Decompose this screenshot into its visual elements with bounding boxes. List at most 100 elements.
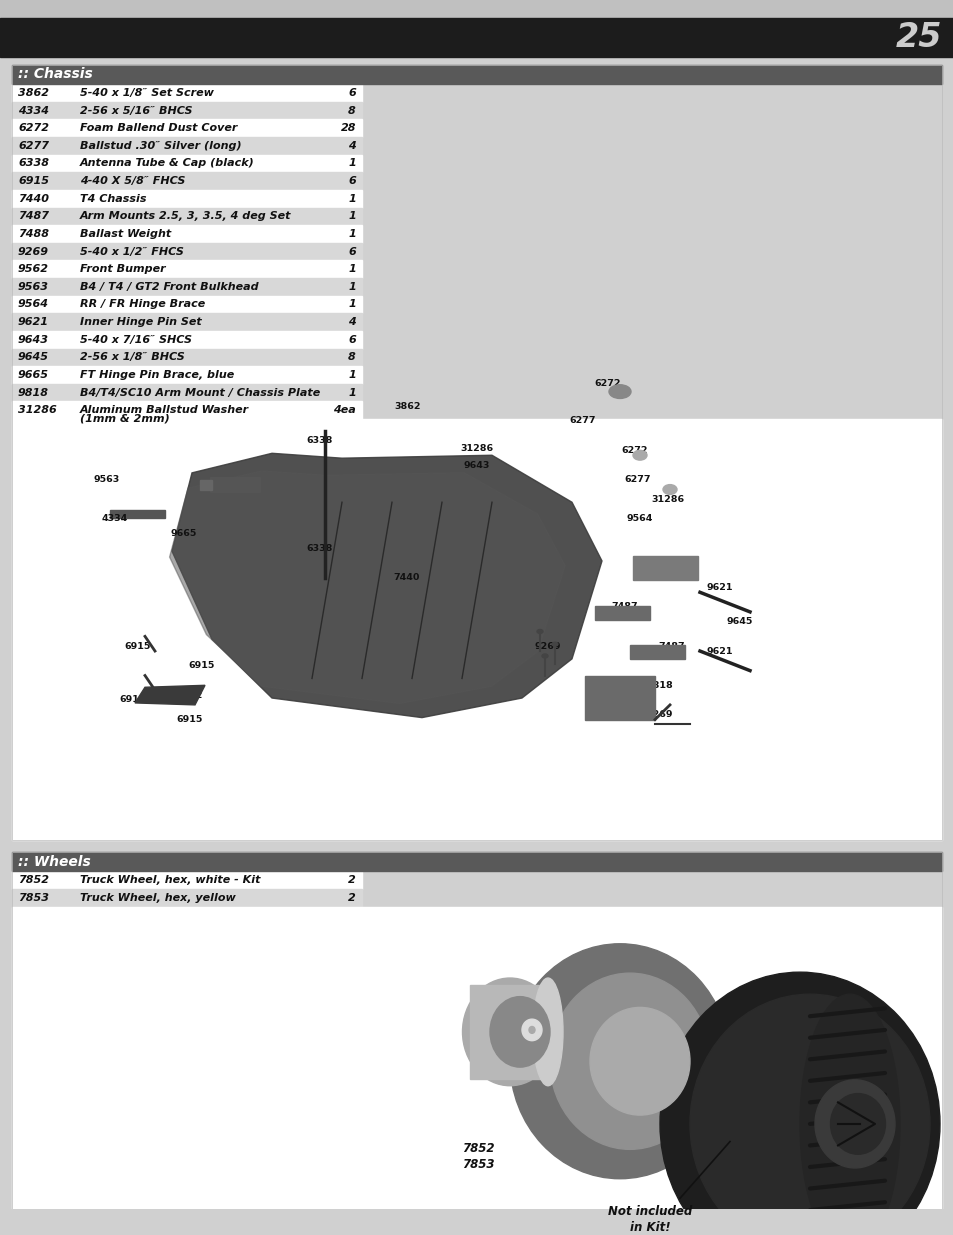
Text: 9643: 9643 bbox=[18, 335, 49, 345]
Bar bbox=[12, 889, 361, 906]
Ellipse shape bbox=[462, 978, 557, 1086]
Text: Inner Hinge Pin Set: Inner Hinge Pin Set bbox=[80, 317, 201, 327]
Text: 7488: 7488 bbox=[643, 558, 670, 567]
Bar bbox=[12, 243, 361, 261]
Text: 9621: 9621 bbox=[18, 317, 49, 327]
Polygon shape bbox=[135, 685, 205, 705]
Bar bbox=[12, 225, 361, 243]
Text: 1: 1 bbox=[348, 211, 355, 221]
Text: 6277: 6277 bbox=[624, 475, 651, 484]
Text: Front Bumper: Front Bumper bbox=[80, 264, 166, 274]
Bar bbox=[595, 606, 649, 620]
Text: Truck Wheel, hex, yellow: Truck Wheel, hex, yellow bbox=[80, 893, 235, 903]
Bar bbox=[12, 64, 941, 84]
Text: 9269: 9269 bbox=[646, 710, 673, 719]
Text: Antenna Tube & Cap (black): Antenna Tube & Cap (black) bbox=[80, 158, 254, 168]
Ellipse shape bbox=[533, 978, 562, 1086]
Text: 9563: 9563 bbox=[18, 282, 49, 291]
Bar bbox=[12, 261, 361, 278]
Bar bbox=[12, 314, 361, 331]
Text: B4 / T4 / GT2 Front Bulkhead: B4 / T4 / GT2 Front Bulkhead bbox=[80, 282, 258, 291]
Text: 1: 1 bbox=[348, 370, 355, 380]
Ellipse shape bbox=[537, 630, 542, 634]
Ellipse shape bbox=[521, 1019, 541, 1041]
Text: 9621: 9621 bbox=[706, 647, 733, 656]
Text: (1mm & 2mm): (1mm & 2mm) bbox=[80, 412, 170, 424]
Text: 9269: 9269 bbox=[535, 642, 560, 651]
Text: 9645: 9645 bbox=[726, 618, 753, 626]
Text: Arm Mounts 2.5, 3, 3.5, 4 deg Set: Arm Mounts 2.5, 3, 3.5, 4 deg Set bbox=[80, 211, 292, 221]
Bar bbox=[12, 137, 361, 154]
Bar bbox=[12, 295, 361, 314]
Ellipse shape bbox=[510, 944, 729, 1178]
Text: 4: 4 bbox=[348, 317, 355, 327]
Bar bbox=[12, 366, 361, 384]
Ellipse shape bbox=[800, 994, 899, 1235]
Bar bbox=[12, 154, 361, 173]
Text: 6338: 6338 bbox=[307, 436, 333, 445]
Bar bbox=[0, 17, 953, 57]
Text: 4334: 4334 bbox=[102, 514, 128, 524]
Text: 1: 1 bbox=[348, 264, 355, 274]
Text: 1: 1 bbox=[348, 194, 355, 204]
Bar bbox=[12, 401, 361, 419]
Text: 2-56 x 5/16″ BHCS: 2-56 x 5/16″ BHCS bbox=[80, 106, 193, 116]
Text: 1: 1 bbox=[348, 282, 355, 291]
Text: 5-40 x 1/8″ Set Screw: 5-40 x 1/8″ Set Screw bbox=[80, 88, 213, 98]
Text: 7440: 7440 bbox=[18, 194, 49, 204]
Text: 4334: 4334 bbox=[18, 106, 49, 116]
Bar bbox=[12, 101, 361, 120]
Text: 6: 6 bbox=[348, 88, 355, 98]
Ellipse shape bbox=[529, 1026, 535, 1034]
Text: 28: 28 bbox=[340, 124, 355, 133]
Polygon shape bbox=[170, 471, 564, 704]
Text: 4-40 X 5/8″ FHCS: 4-40 X 5/8″ FHCS bbox=[80, 177, 185, 186]
Text: 5-40 x 1/2″ FHCS: 5-40 x 1/2″ FHCS bbox=[80, 247, 184, 257]
Text: 7487: 7487 bbox=[18, 211, 49, 221]
Text: 9818: 9818 bbox=[646, 680, 673, 690]
Text: 6915: 6915 bbox=[18, 177, 49, 186]
Text: 9665: 9665 bbox=[18, 370, 49, 380]
Text: 7487: 7487 bbox=[611, 603, 638, 611]
Bar bbox=[12, 348, 361, 366]
Bar bbox=[12, 419, 941, 840]
Text: 9665: 9665 bbox=[171, 529, 197, 538]
Bar bbox=[12, 384, 361, 401]
Ellipse shape bbox=[662, 484, 677, 494]
Bar bbox=[12, 331, 361, 348]
Text: 9645: 9645 bbox=[18, 352, 49, 362]
Ellipse shape bbox=[589, 1008, 689, 1115]
Polygon shape bbox=[172, 453, 601, 718]
Polygon shape bbox=[470, 984, 547, 1079]
Ellipse shape bbox=[633, 451, 646, 461]
Text: 6915: 6915 bbox=[176, 715, 203, 724]
Text: 25: 25 bbox=[895, 21, 941, 53]
Ellipse shape bbox=[490, 997, 550, 1067]
Text: 9562: 9562 bbox=[18, 264, 49, 274]
Text: 9563: 9563 bbox=[93, 475, 120, 484]
Text: 2-56 x 1/8″ BHCS: 2-56 x 1/8″ BHCS bbox=[80, 352, 185, 362]
Text: 3862: 3862 bbox=[395, 401, 421, 411]
Bar bbox=[200, 479, 212, 489]
Text: Foam Ballend Dust Cover: Foam Ballend Dust Cover bbox=[80, 124, 237, 133]
Text: 2: 2 bbox=[348, 893, 355, 903]
Bar bbox=[12, 190, 361, 207]
Text: 4: 4 bbox=[348, 141, 355, 151]
Ellipse shape bbox=[814, 1079, 894, 1168]
Text: 9643: 9643 bbox=[463, 461, 490, 469]
Bar bbox=[12, 852, 941, 1235]
Text: 7487: 7487 bbox=[658, 642, 684, 651]
Bar bbox=[12, 64, 941, 840]
Text: 9269: 9269 bbox=[18, 247, 49, 257]
Text: 8: 8 bbox=[348, 106, 355, 116]
Text: Truck Wheel, hex, white - Kit: Truck Wheel, hex, white - Kit bbox=[80, 876, 260, 885]
Text: 6915: 6915 bbox=[189, 661, 215, 671]
Text: 9564: 9564 bbox=[18, 299, 49, 310]
Bar bbox=[0, 0, 953, 17]
Text: 7853: 7853 bbox=[18, 893, 49, 903]
Text: 6: 6 bbox=[348, 247, 355, 257]
Text: 7440: 7440 bbox=[394, 573, 419, 582]
Ellipse shape bbox=[830, 1093, 884, 1155]
Text: 4ea: 4ea bbox=[333, 405, 355, 415]
Text: 6272: 6272 bbox=[594, 379, 620, 388]
